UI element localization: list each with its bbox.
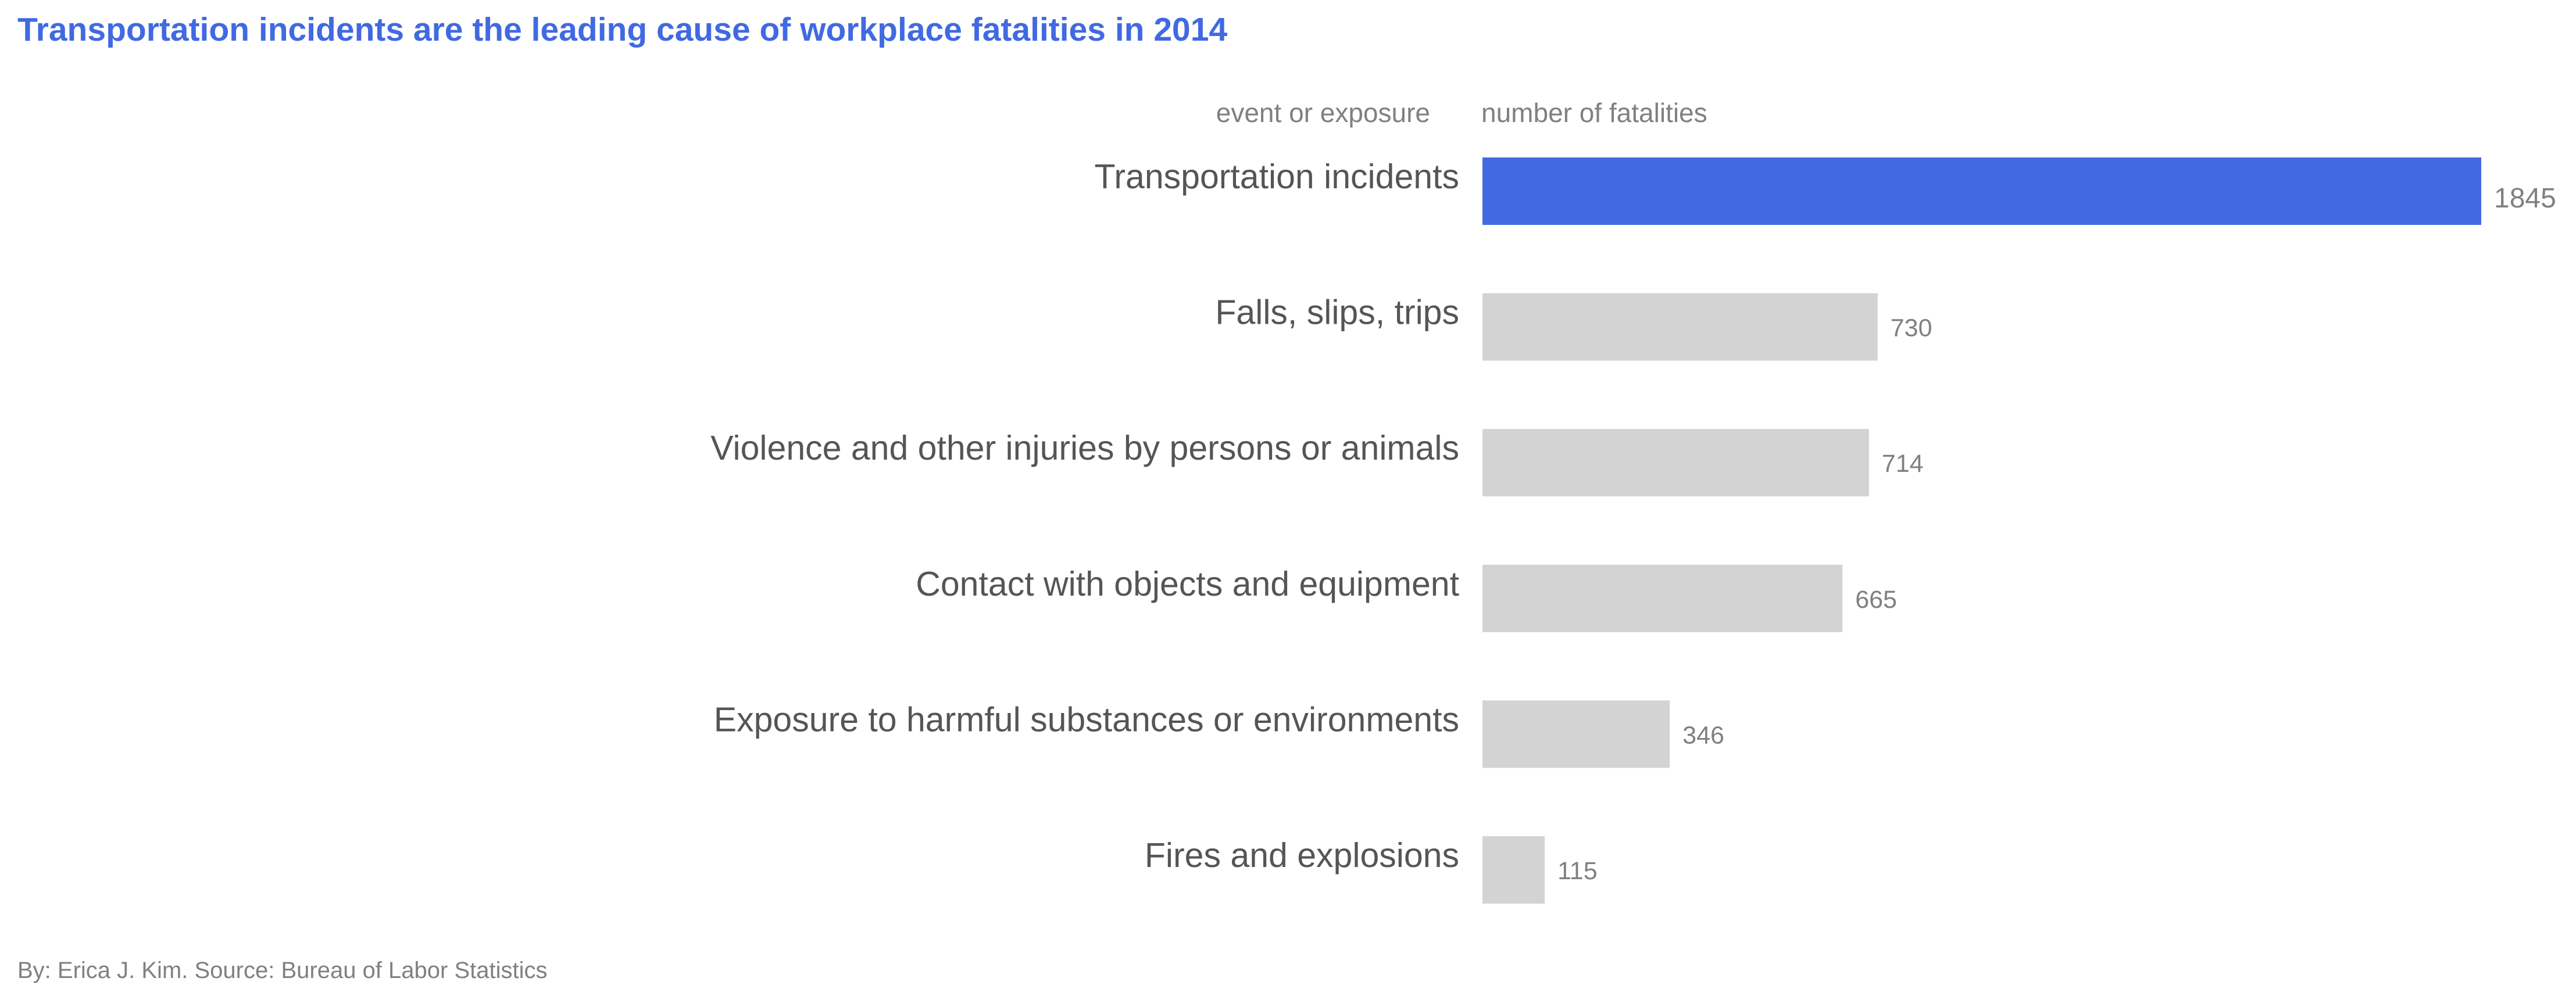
bar-3 bbox=[1482, 564, 1843, 632]
category-label: Contact with objects and equipment bbox=[916, 565, 1459, 603]
value-header: number of fatalities bbox=[1481, 98, 1707, 128]
bar-4 bbox=[1482, 700, 1670, 768]
chart-title: Transportation incidents are the leading… bbox=[17, 11, 1227, 48]
value-label: 665 bbox=[1855, 586, 1897, 614]
category-label: Transportation incidents bbox=[1095, 157, 1459, 196]
bar-group: Transportation incidents 1845 Falls, slips… bbox=[710, 157, 2556, 904]
bar-2 bbox=[1482, 429, 1869, 497]
value-label: 730 bbox=[1891, 314, 1932, 342]
category-header: event or exposure bbox=[1216, 98, 1430, 128]
bar-0 bbox=[1482, 157, 2481, 225]
bar-5 bbox=[1482, 836, 1545, 904]
category-label: Violence and other injuries by persons o… bbox=[710, 429, 1459, 467]
value-label: 714 bbox=[1882, 450, 1924, 478]
value-label: 115 bbox=[1557, 857, 1598, 885]
category-label: Falls, slips, trips bbox=[1215, 293, 1459, 332]
value-label: 346 bbox=[1682, 721, 1724, 749]
source-credit: By: Erica J. Kim. Source: Bureau of Labo… bbox=[17, 958, 547, 983]
category-label: Exposure to harmful substances or enviro… bbox=[714, 700, 1459, 739]
value-label: 1845 bbox=[2494, 183, 2556, 214]
category-label: Fires and explosions bbox=[1145, 836, 1459, 875]
bar-1 bbox=[1482, 293, 1878, 361]
